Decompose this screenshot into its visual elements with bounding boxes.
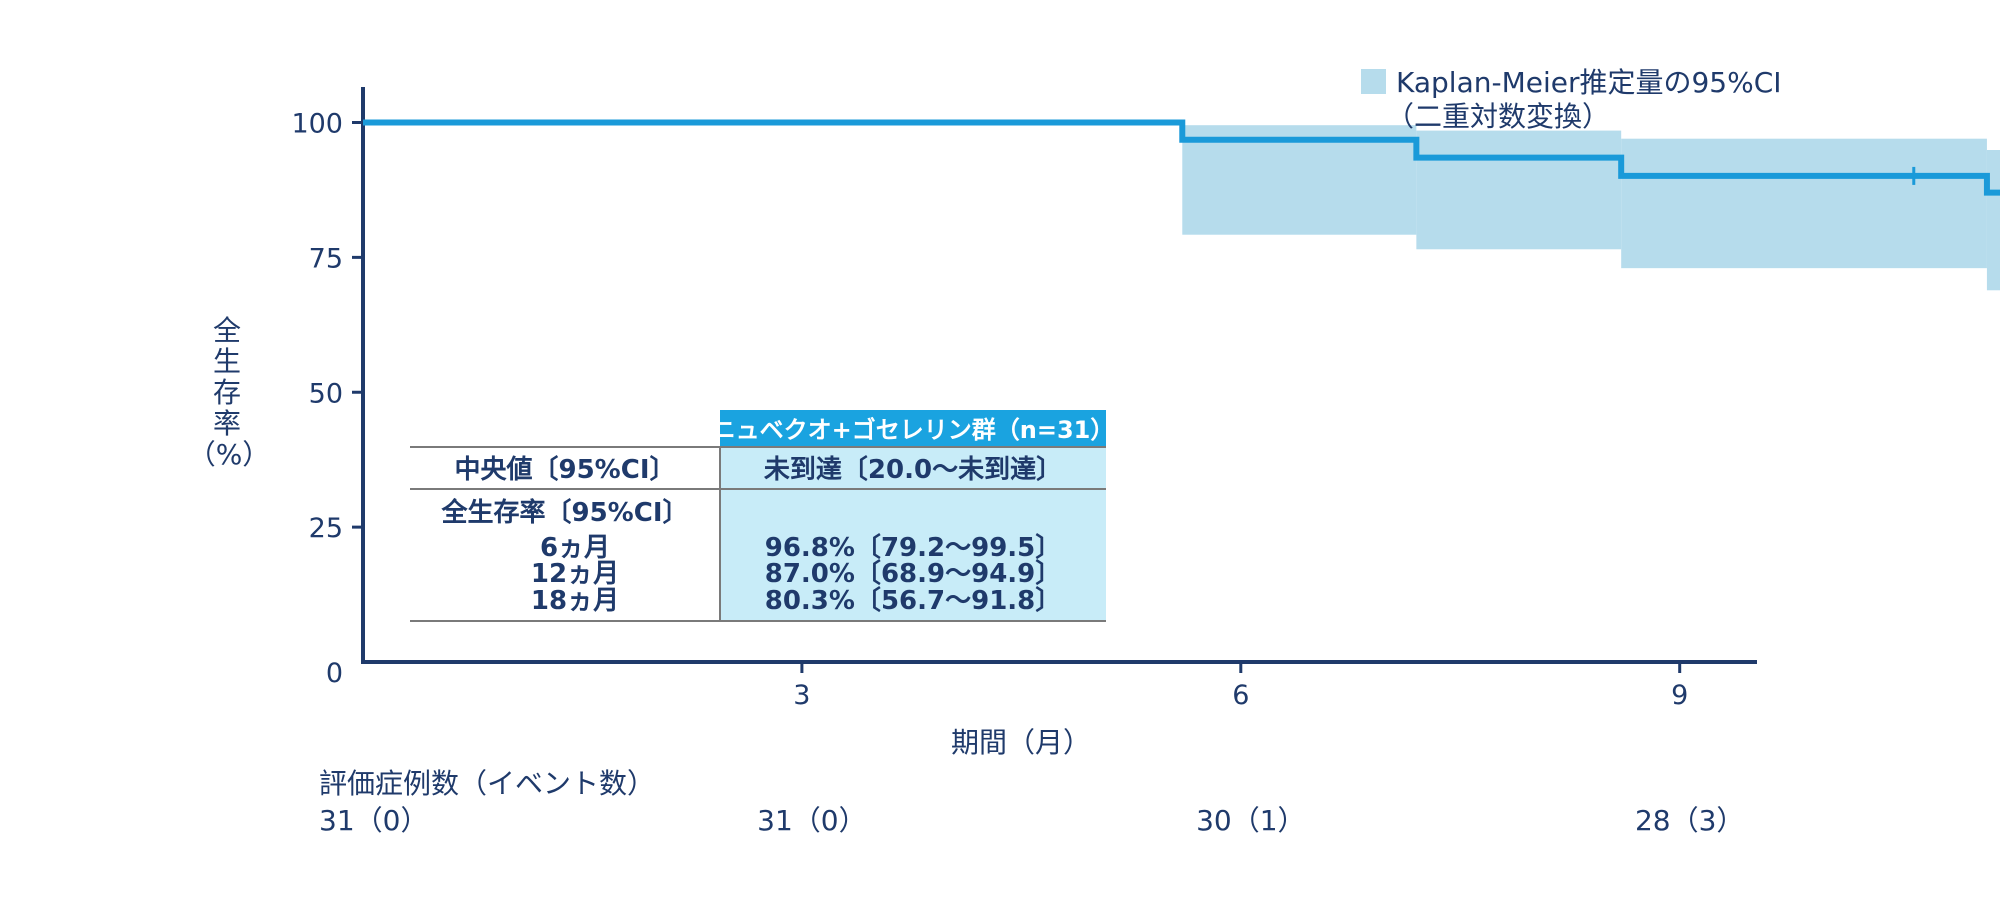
y-axis-title-char: 存: [213, 376, 241, 409]
legend-label-line2: （二重対数変換）: [1386, 100, 1610, 133]
inset-table-median-value: 未到達〔20.0～未到達〕: [764, 455, 1062, 485]
risk-table-entry: 31（0）: [757, 804, 866, 837]
risk-table-entry: 28（3）: [1635, 804, 1744, 837]
x-axis-title: 期間（月）: [951, 726, 1091, 759]
risk-table: 評価症例数（イベント数） 31（0）31（0）30（1）28（3）23（4）14…: [319, 767, 1744, 837]
censor-marks: [1912, 166, 1916, 185]
y-tick-label: 0: [326, 658, 343, 689]
risk-table-row: 31（0）31（0）30（1）28（3）23（4）14（4）12（5）0（6）0…: [319, 804, 1744, 837]
risk-table-entry: 30（1）: [1196, 804, 1305, 837]
ci-band: [1621, 138, 1987, 269]
inset-table-header-bg: [720, 410, 1106, 447]
survival-curve: [363, 119, 2000, 196]
y-tick-label: 75: [309, 243, 343, 274]
y-tick-label: 100: [291, 109, 343, 140]
y-axis-title-char: 率: [213, 407, 241, 440]
legend-swatch: [1361, 69, 1386, 94]
inset-table-row-label: 12ヵ月: [531, 559, 619, 589]
legend-label-line1: Kaplan-Meier推定量の95%CI: [1396, 66, 1782, 99]
ci-band: [1416, 130, 1622, 250]
inset-table-group-header: ニュベクオ+ゴセレリン群（n=31）: [712, 416, 1115, 444]
x-axis-ticks: 369121518212427: [793, 662, 1688, 711]
y-tick-label: 50: [309, 378, 343, 409]
y-axis-ticks: 0 25 50 75 100: [291, 109, 363, 689]
ci-band: [1182, 125, 1417, 235]
inset-table-os-label: 全生存率〔95%CI〕: [441, 497, 689, 528]
x-tick-label: 6: [1232, 680, 1249, 711]
inset-table-row-label: 18ヵ月: [531, 586, 619, 616]
confidence-interval-bands: [1182, 125, 2000, 291]
risk-table-title: 評価症例数（イベント数）: [319, 767, 655, 800]
inset-table-row-value: 80.3%〔56.7～91.8〕: [765, 586, 1062, 616]
y-tick-label: 25: [309, 513, 343, 544]
inset-table-row-value: 96.8%〔79.2～99.5〕: [765, 533, 1062, 563]
axes: [361, 87, 1757, 664]
inset-table-row-label: 6ヵ月: [540, 533, 610, 563]
x-tick-label: 3: [793, 680, 810, 711]
x-tick-label: 9: [1671, 680, 1688, 711]
inset-summary-table: ニュベクオ+ゴセレリン群（n=31） 中央値〔95%CI〕 未到達〔20.0～未…: [410, 410, 1115, 622]
y-axis-title-char: （%）: [188, 438, 271, 471]
risk-table-entry: 31（0）: [319, 804, 428, 837]
legend: Kaplan-Meier推定量の95%CI （二重対数変換）: [1361, 66, 1782, 133]
y-axis-title: 全 生 存 率 （%）: [188, 314, 271, 471]
ci-band: [1986, 150, 2000, 291]
inset-table-cell-bg: [720, 447, 1106, 621]
inset-table-row-value: 87.0%〔68.9～94.9〕: [765, 559, 1062, 589]
inset-table-median-label: 中央値〔95%CI〕: [455, 455, 676, 485]
y-axis-title-char: 全: [213, 314, 241, 347]
y-axis-title-char: 生: [213, 345, 241, 378]
